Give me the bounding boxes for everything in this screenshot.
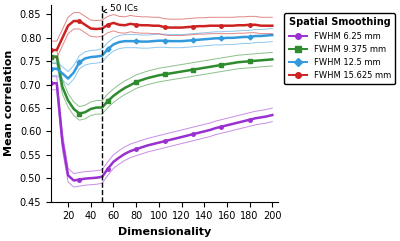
Legend: FWHM 6.25 mm, FWHM 9.375 mm, FWHM 12.5 mm, FWHM 15.625 mm: FWHM 6.25 mm, FWHM 9.375 mm, FWHM 12.5 m… [284, 13, 395, 84]
Y-axis label: Mean correlation: Mean correlation [4, 50, 14, 156]
Text: 50 ICs: 50 ICs [103, 4, 138, 13]
X-axis label: Dimensionality: Dimensionality [118, 227, 211, 237]
